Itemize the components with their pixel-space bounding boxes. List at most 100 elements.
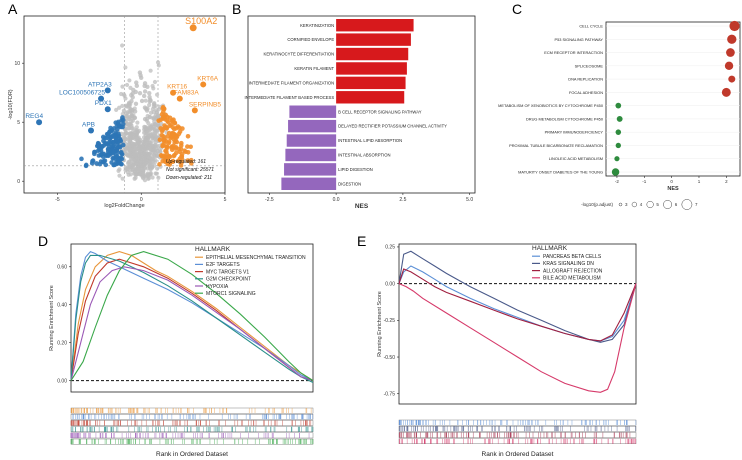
y-tick-label: 0.20 (57, 340, 67, 346)
volcano-point-ns (147, 142, 152, 148)
nes-bar-chart: KERATINIZATION CORNIFIED ENVELOPE KERATINO… (244, 15, 476, 210)
legend-label: KRAS SIGNALING DN (543, 261, 594, 267)
rug-strip (398, 438, 637, 445)
gene-label: PDX1 (95, 100, 112, 107)
size-legend-circle (618, 202, 623, 207)
rug-strip (398, 426, 637, 432)
volcano-point-ns (154, 128, 160, 133)
labeled-gene-point (88, 127, 94, 134)
dot-marker (615, 102, 622, 109)
volcano-point-up (179, 160, 184, 165)
rug-strip (398, 432, 637, 438)
volcano-point-ns (139, 98, 145, 104)
volcano-point-ns (134, 125, 139, 130)
volcano-point-ns (121, 134, 126, 140)
volcano-point-ns (127, 163, 132, 168)
size-legend-label: 4 (640, 202, 643, 207)
volcano-point-ns (126, 126, 132, 131)
nes-bar (281, 177, 337, 190)
volcano-point-down (116, 159, 122, 165)
volcano-point-up (165, 118, 170, 124)
bar-category-label: B CELL RECEPTOR SIGNALING PATHWAY (338, 109, 422, 114)
volcano-point-up (179, 156, 185, 162)
volcano-point-up (161, 137, 166, 143)
gsea-panel-e: 0.25 0.00 -0.25 -0.50 -0.75 Running Enrichmen… (377, 243, 637, 458)
volcano-point-down (109, 150, 115, 155)
volcano-point-ns (151, 86, 156, 91)
volcano-point-ns (134, 83, 140, 89)
volcano-point-ns (150, 159, 156, 164)
dot-marker (729, 20, 740, 32)
bar-category-label: INTERMEDIATE FILAMENT BASED PROCESS (244, 95, 334, 100)
y-tick-label: 5 (17, 120, 20, 126)
volcano-point-ns (143, 98, 148, 103)
legend-label: G2M CHECKPOINT (206, 277, 251, 283)
bar-category-label: KERATINIZATION (300, 23, 334, 28)
volcano-point-ns (123, 65, 128, 70)
volcano-point-ns (142, 89, 148, 94)
volcano-point-ns (155, 113, 161, 119)
volcano-point-ns (151, 104, 157, 109)
x-tick-label: 0 (140, 197, 143, 203)
volcano-point-up (166, 140, 171, 146)
enrichment-curve (398, 268, 637, 342)
volcano-point-down (119, 118, 124, 123)
volcano-point-down (113, 134, 118, 140)
volcano-point-ns (131, 87, 136, 93)
volcano-point-up (159, 153, 165, 159)
volcano-point-ns (114, 107, 119, 112)
volcano-point-up (170, 158, 176, 164)
volcano-point-down (103, 162, 109, 168)
volcano-point-ns (147, 90, 152, 96)
volcano-point-ns (154, 109, 160, 115)
gene-label: LOC100506725 (59, 90, 105, 97)
y-axis-label: Running Enrichment Score (377, 291, 383, 357)
dot-plot: CELL CYCLE P53 SIGNALING PATHWAY ECM RECEP… (498, 20, 741, 210)
volcano-point-ns (128, 134, 133, 139)
size-legend-label: 3 (625, 202, 628, 207)
volcano-point-ns (146, 133, 152, 139)
gsea-frame (70, 243, 314, 393)
dot-category-label: DNA REPLICATION (568, 77, 603, 82)
volcano-point-ns (151, 101, 157, 106)
volcano-point-ns (132, 160, 137, 165)
gene-label: KRT16 (167, 84, 187, 91)
legend-label: E2F TARGETS (206, 262, 240, 268)
volcano-point-ns (130, 91, 135, 96)
nes-bar (284, 163, 337, 176)
volcano-point-ns (150, 175, 155, 180)
legend-label: BILE ACID METABOLISM (543, 276, 601, 282)
volcano-point-up (188, 144, 193, 150)
volcano-point-ns (147, 102, 152, 108)
labeled-gene-point (189, 24, 197, 32)
gene-label: FAM83A (174, 90, 200, 97)
volcano-point-up (164, 125, 170, 131)
nes-bar (336, 33, 411, 46)
y-axis-label: Running Enrichment Score (49, 285, 55, 351)
volcano-point-down (109, 160, 114, 165)
panel-letter-d: D (38, 233, 48, 249)
gene-label: SERPINB5 (189, 101, 222, 108)
labeled-gene-point (104, 87, 111, 94)
volcano-point-ns (142, 178, 148, 183)
volcano-point-up (189, 161, 194, 166)
y-tick-label: 0.40 (57, 303, 67, 309)
bar-category-label: DIGESTION (338, 181, 361, 186)
volcano-point-ns (129, 107, 135, 113)
volcano-point-ns (137, 162, 143, 167)
enrichment-curve (398, 265, 637, 342)
volcano-point-ns (142, 116, 148, 122)
enrichment-curve (70, 251, 314, 382)
bar-category-label: INTESTINAL LIPID ABSORPTION (338, 138, 402, 143)
size-legend-title: -log10(p.adjust) (581, 202, 613, 207)
rug-strip (70, 414, 314, 420)
enrichment-curve (70, 254, 314, 383)
volcano-point-ns (143, 106, 149, 111)
volcano-point-ns (156, 63, 161, 68)
volcano-point-down (102, 135, 108, 141)
size-legend-circle (631, 201, 638, 208)
bar-category-label: KERATIN FILAMENT (294, 66, 334, 71)
volcano-point-ns (155, 123, 161, 128)
x-axis-label: NES (667, 186, 679, 192)
volcano-point-down (96, 153, 102, 158)
